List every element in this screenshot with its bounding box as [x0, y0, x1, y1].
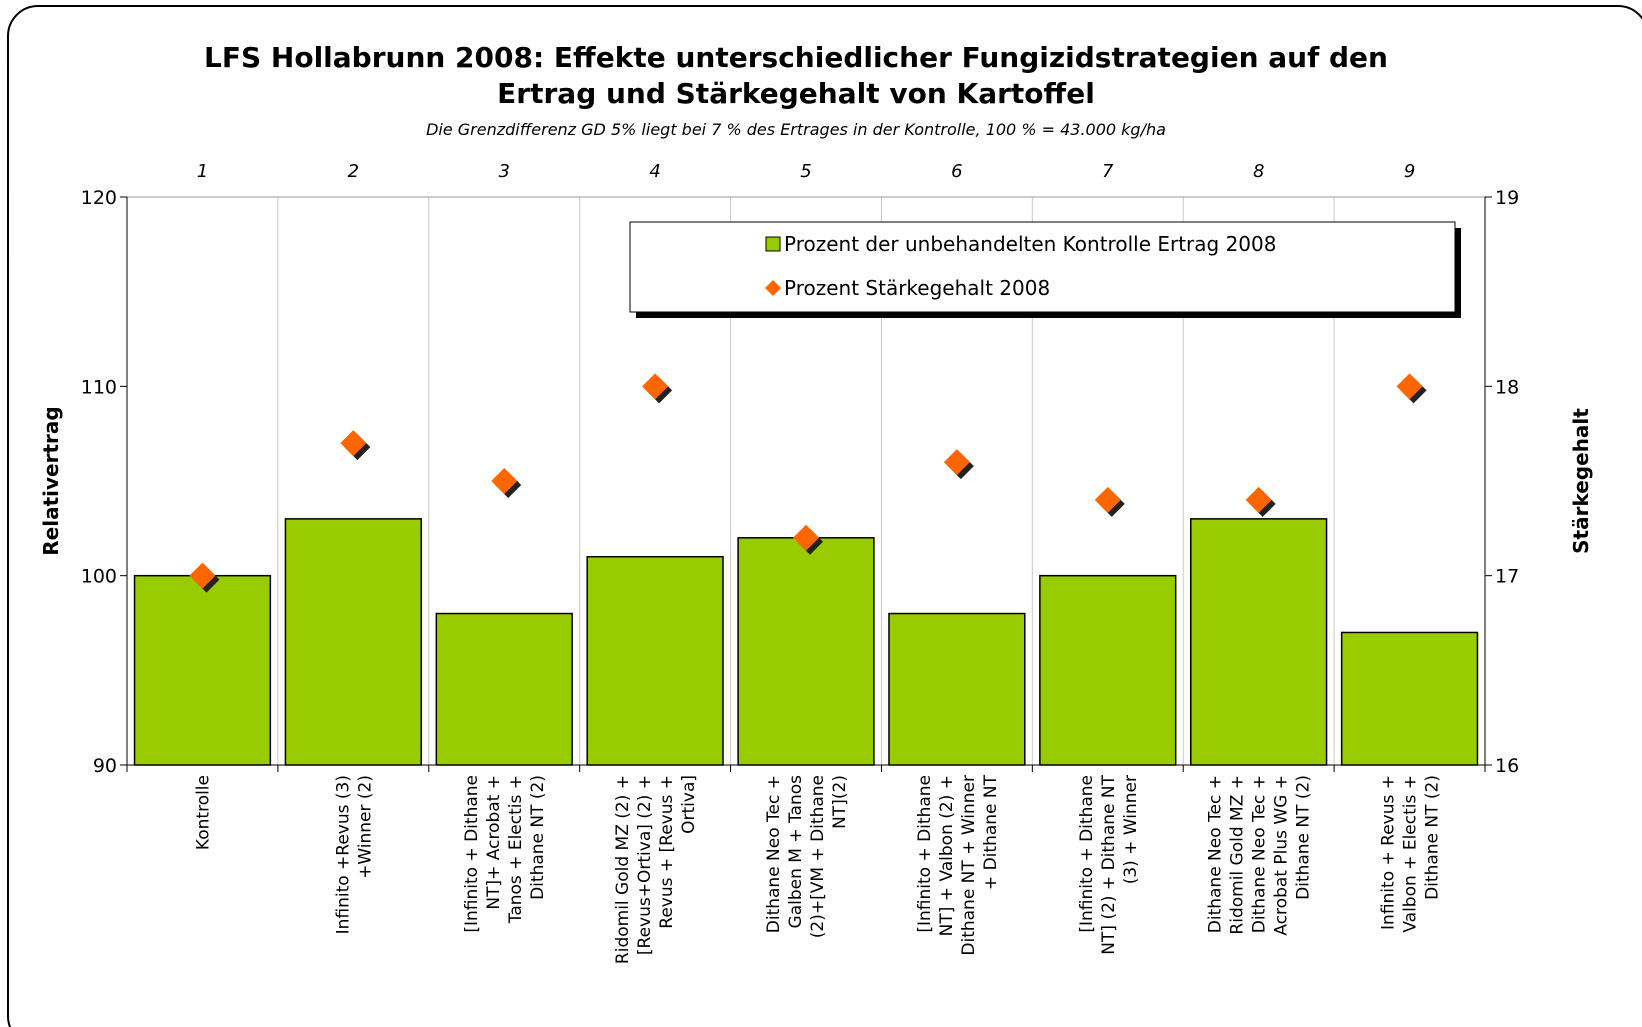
chart-title: LFS Hollabrunn 2008: Effekte unterschied…: [204, 41, 1388, 74]
x-tick-label: Infinito +Revus (3): [333, 775, 353, 934]
x-tick-label: Dithane Neo Tec +: [764, 775, 784, 933]
y-tick-label: 120: [81, 187, 117, 209]
top-category-label: 8: [1253, 161, 1264, 182]
legend-label: Prozent Stärkegehalt 2008: [784, 276, 1050, 300]
bar: [888, 612, 1026, 766]
legend-label: Prozent der unbehandelten Kontrolle Ertr…: [784, 232, 1276, 256]
x-tick-label: NT](2): [830, 775, 850, 829]
x-tick-label: NT] + Valbon (2) +: [937, 775, 957, 936]
top-category-label: 1: [197, 161, 208, 182]
x-tick-label: Valbon + Electis +: [1401, 775, 1421, 933]
top-category-label: 4: [649, 161, 660, 182]
x-tick-label: Ortiva]: [679, 775, 699, 834]
marker: [793, 524, 819, 551]
y2-tick-label: 17: [1495, 566, 1519, 588]
y2-axis-title: Stärkegehalt: [1569, 408, 1593, 554]
marker: [1396, 373, 1423, 400]
x-tick-label: Dithane NT (2): [1423, 775, 1443, 900]
y2-tick-label: 16: [1495, 755, 1519, 777]
top-category-label: 6: [951, 161, 962, 182]
y2-tick-label: 19: [1495, 187, 1519, 209]
top-category-label: 5: [800, 161, 811, 182]
x-tick-label: Galben M + Tanos: [786, 775, 806, 929]
x-tick-label: Revus + [Revus +: [657, 775, 677, 929]
x-tick-label: Infinito + Revus +: [1379, 775, 1399, 930]
top-category-label: 7: [1102, 161, 1114, 182]
top-category-label: 9: [1404, 161, 1415, 182]
x-tick-label: Dithane Neo Tec +: [1206, 775, 1226, 933]
subtitle: Die Grenzdifferenz GD 5% liegt bei 7 % d…: [426, 120, 1166, 139]
marker: [1245, 486, 1272, 513]
x-tick-label: +Winner (2): [355, 775, 375, 879]
bar: [737, 537, 875, 766]
marker: [642, 373, 669, 400]
legend-swatch: [765, 280, 781, 296]
marker: [340, 430, 367, 457]
legend-swatch: [765, 236, 781, 252]
marker: [491, 468, 518, 494]
marker: [189, 562, 216, 589]
y-tick-label: 110: [81, 376, 117, 398]
x-tick-label: [Revus+Ortiva] (2) +: [635, 775, 655, 955]
x-tick-label: Acrobat Plus WG +: [1272, 775, 1292, 936]
x-tick-label: Dithane NT + Winner: [959, 775, 979, 956]
bar: [1039, 574, 1177, 766]
x-tick-label: [Infinito + Dithane: [915, 775, 935, 933]
x-tick-label: Dithane NT (2): [528, 775, 548, 900]
marker: [943, 449, 970, 476]
chart-title: Ertrag und Stärkegehalt von Kartoffel: [497, 77, 1095, 110]
top-category-label: 2: [348, 161, 359, 182]
x-tick-label: + Dithane NT: [981, 774, 1001, 890]
marker: [1094, 486, 1121, 513]
x-tick-label: (2)+[VM + Dithane: [808, 775, 828, 938]
y-tick-label: 90: [93, 755, 117, 777]
bar: [435, 612, 573, 766]
x-tick-label: NT] (2) + Dithane NT: [1099, 774, 1119, 954]
x-tick-label: Tanos + Electis +: [506, 775, 526, 924]
x-tick-label: [Infinito + Dithane: [462, 775, 482, 933]
x-tick-label: [Infinito + Dithane: [1077, 775, 1097, 933]
x-tick-label: Dithane NT (2): [1294, 775, 1314, 900]
bar: [1190, 518, 1328, 766]
y-tick-label: 100: [81, 566, 117, 588]
bar: [1340, 631, 1479, 766]
x-tick-label: Kontrolle: [193, 775, 213, 850]
x-tick-label: NT]+ Acrobat +: [484, 775, 504, 910]
bar: [586, 555, 724, 766]
x-tick-label: Ridomil Gold MZ +: [1228, 775, 1248, 935]
bar: [284, 518, 422, 766]
x-tick-label: Ridomil Gold MZ (2) +: [613, 775, 633, 964]
top-category-label: 3: [498, 161, 509, 182]
x-tick-label: (3) + Winner: [1121, 775, 1141, 884]
bar: [133, 574, 272, 766]
x-tick-label: Dithane Neo Tec +: [1250, 775, 1270, 933]
y2-tick-label: 18: [1495, 376, 1519, 398]
y-axis-title: Relativertrag: [39, 406, 63, 555]
